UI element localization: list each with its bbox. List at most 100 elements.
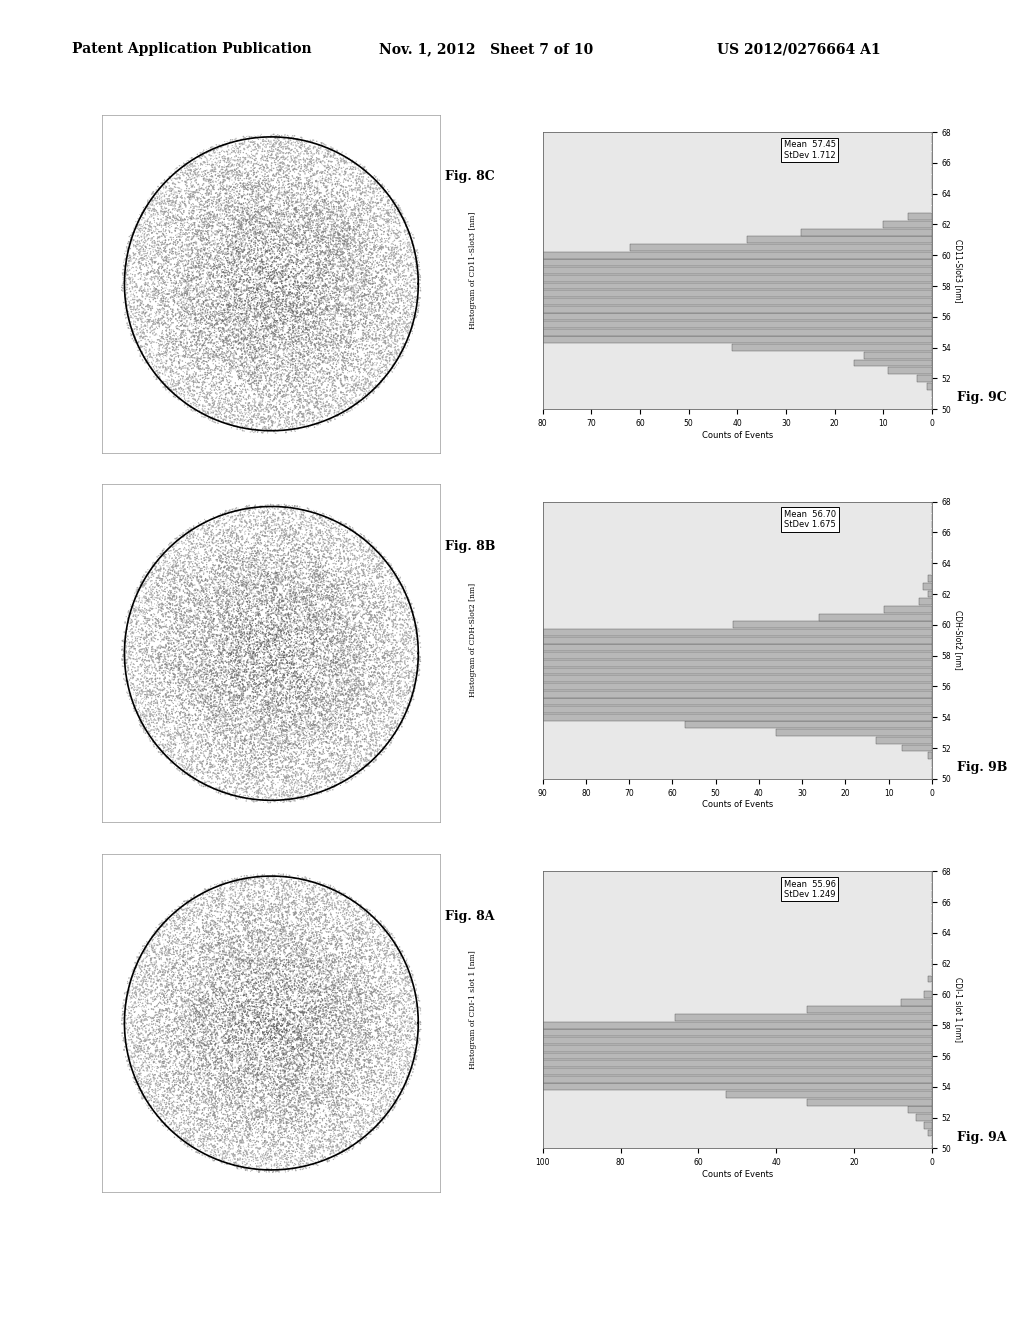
Point [292, 667, 308, 688]
Point [216, 912, 232, 933]
Point [271, 570, 288, 591]
Point [336, 750, 352, 771]
Point [166, 1034, 182, 1055]
Point [341, 568, 357, 589]
Point [343, 597, 359, 618]
Point [125, 665, 141, 686]
Point [257, 322, 273, 343]
Point [289, 539, 305, 560]
Point [333, 979, 349, 1001]
Point [295, 149, 311, 170]
Point [294, 717, 310, 738]
Point [266, 345, 283, 366]
Point [304, 1073, 321, 1094]
Point [304, 618, 321, 639]
Point [316, 152, 333, 173]
Point [187, 209, 204, 230]
Point [322, 209, 338, 230]
Point [230, 1125, 247, 1146]
Point [307, 1138, 324, 1159]
Point [302, 1067, 318, 1088]
Point [366, 1085, 382, 1106]
Point [222, 1028, 239, 1049]
Point [353, 997, 370, 1018]
Point [312, 533, 329, 554]
Point [387, 329, 403, 350]
Point [315, 595, 332, 616]
Point [214, 688, 230, 709]
Point [327, 601, 343, 622]
Point [255, 767, 271, 788]
Point [379, 986, 395, 1007]
Point [284, 1107, 300, 1129]
Point [286, 904, 302, 925]
Point [238, 991, 254, 1012]
Point [221, 1032, 238, 1053]
Point [205, 1135, 221, 1156]
Point [260, 987, 276, 1008]
Point [168, 381, 184, 403]
Point [248, 515, 264, 536]
Point [327, 645, 343, 667]
Point [252, 383, 268, 404]
Point [139, 1041, 156, 1063]
Point [229, 1038, 246, 1059]
Point [298, 974, 314, 995]
Point [196, 986, 212, 1007]
Point [156, 251, 172, 272]
Point [220, 191, 237, 213]
Point [212, 503, 228, 524]
Point [232, 706, 249, 727]
Point [225, 404, 242, 425]
Point [308, 261, 325, 282]
Point [343, 607, 359, 628]
Point [167, 247, 183, 268]
Point [344, 677, 360, 698]
Point [385, 356, 401, 378]
Point [343, 894, 359, 915]
Point [142, 561, 159, 582]
Point [344, 709, 360, 730]
Point [325, 1139, 341, 1160]
Point [297, 1030, 313, 1051]
Point [263, 364, 280, 385]
Point [368, 990, 384, 1011]
Point [275, 290, 292, 312]
Point [195, 400, 211, 421]
Point [317, 970, 334, 991]
Point [270, 1011, 287, 1032]
Point [231, 698, 248, 719]
Point [348, 1034, 365, 1055]
Point [153, 183, 169, 205]
Point [343, 900, 359, 921]
Point [118, 631, 134, 652]
Point [341, 990, 357, 1011]
Point [218, 659, 234, 680]
Point [271, 355, 288, 376]
Point [223, 1073, 240, 1094]
Point [228, 343, 245, 364]
Point [267, 669, 284, 690]
Point [184, 521, 201, 543]
Point [294, 329, 310, 350]
Point [298, 1045, 314, 1067]
Point [348, 1097, 365, 1118]
Point [246, 743, 262, 764]
Point [250, 216, 266, 238]
Point [272, 743, 289, 764]
Point [376, 333, 392, 354]
Point [301, 903, 317, 924]
Point [252, 137, 268, 158]
Point [292, 630, 308, 651]
Point [338, 701, 354, 722]
Point [126, 1038, 142, 1059]
Point [315, 718, 332, 739]
Point [147, 620, 164, 642]
Point [200, 602, 216, 623]
Point [167, 993, 183, 1014]
Point [317, 222, 334, 243]
Point [362, 213, 379, 234]
Point [253, 701, 269, 722]
Point [224, 648, 241, 669]
Point [220, 301, 237, 322]
